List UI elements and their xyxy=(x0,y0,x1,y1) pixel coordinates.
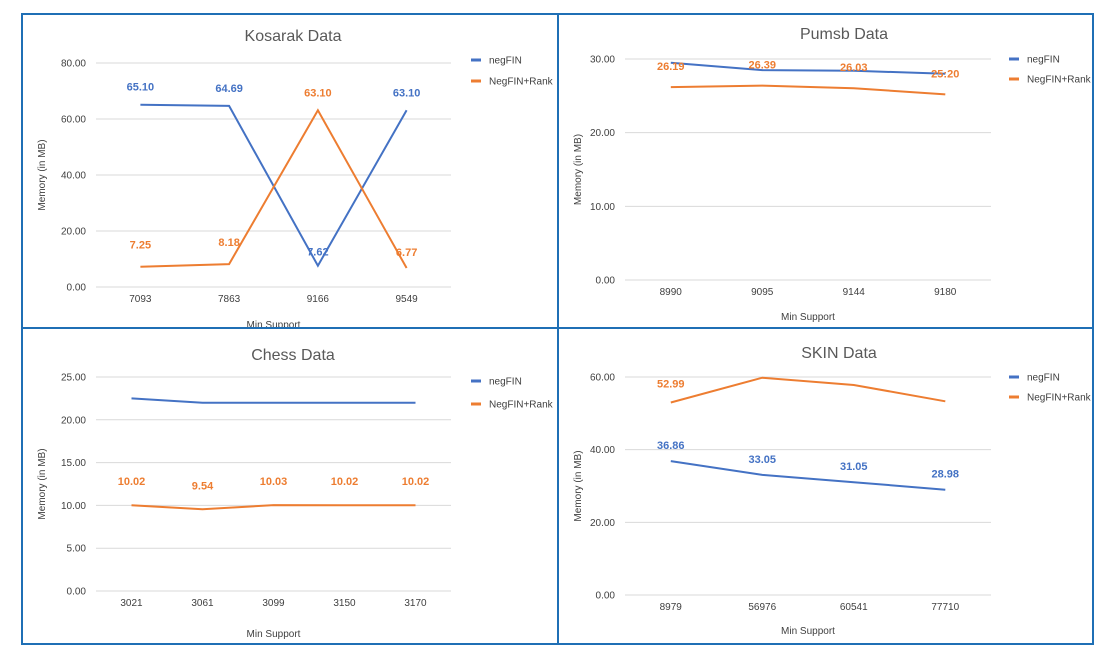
legend-entry: negFIN xyxy=(489,56,522,67)
x-axis-label: Min Support xyxy=(247,629,301,640)
data-label: 28.98 xyxy=(931,469,959,481)
y-tick-label: 20.00 xyxy=(61,227,86,238)
chart-panel-pumsb: Pumsb Data 0.00 10.00 20.00 30.00 8990 9095 914… xyxy=(557,13,1094,329)
legend-entry: NegFIN+Rank xyxy=(1027,393,1092,404)
legend-entry: NegFIN+Rank xyxy=(1027,75,1092,86)
y-axis-label: Memory (in MB) xyxy=(37,139,48,210)
y-tick-label: 60.00 xyxy=(590,373,615,384)
x-tick-label: 3021 xyxy=(120,598,143,609)
series-line-negfin-rank xyxy=(140,108,408,269)
x-axis-label: Min Support xyxy=(781,312,835,323)
chart-panel-kosarak: Kosarak Data 0.00 20.00 40.00 60.00 80.00 7093… xyxy=(21,13,559,329)
legend-entry: negFIN xyxy=(1027,55,1060,66)
y-tick-label: 20.00 xyxy=(590,518,615,529)
x-tick-label: 77710 xyxy=(931,602,959,613)
data-label: 8.18 xyxy=(218,237,239,249)
data-label: 7.25 xyxy=(130,240,151,252)
y-tick-label: 15.00 xyxy=(61,458,86,469)
chart-title: SKIN Data xyxy=(801,345,877,362)
x-tick-label: 9166 xyxy=(307,294,330,305)
data-label: 10.02 xyxy=(118,476,146,488)
x-axis-label: Min Support xyxy=(247,320,301,327)
chart-title: Pumsb Data xyxy=(800,26,888,43)
data-label: 65.10 xyxy=(127,82,155,94)
legend-entry: negFIN xyxy=(489,377,522,388)
x-axis-label: Min Support xyxy=(781,626,835,637)
x-tick-label: 7863 xyxy=(218,294,241,305)
data-label: 25:20 xyxy=(931,68,959,80)
y-tick-label: 40.00 xyxy=(590,445,615,456)
data-label: 9.54 xyxy=(192,480,214,492)
y-axis-label: Memory (in MB) xyxy=(37,448,48,519)
data-label: 33.05 xyxy=(748,454,776,466)
x-tick-label: 9549 xyxy=(396,294,419,305)
x-tick-label: 9144 xyxy=(843,287,866,298)
data-label: 26.03 xyxy=(840,62,868,74)
y-axis-label: Memory (in MB) xyxy=(573,134,584,205)
data-label: 7.62 xyxy=(307,247,328,259)
x-tick-label: 3150 xyxy=(333,598,356,609)
x-tick-label: 60541 xyxy=(840,602,868,613)
x-tick-label: 9095 xyxy=(751,287,774,298)
y-tick-label: 40.00 xyxy=(61,171,86,182)
x-tick-label: 9180 xyxy=(934,287,957,298)
x-tick-label: 3170 xyxy=(404,598,427,609)
y-tick-label: 0.00 xyxy=(67,283,87,294)
y-tick-label: 0.00 xyxy=(596,276,616,287)
series-line-negfin xyxy=(140,103,408,268)
chart-title: Chess Data xyxy=(251,347,335,364)
x-tick-label: 3061 xyxy=(191,598,214,609)
y-tick-label: 0.00 xyxy=(596,591,616,602)
y-tick-label: 20.00 xyxy=(61,415,86,426)
y-axis-label: Memory (in MB) xyxy=(573,450,584,521)
legend-entry: NegFIN+Rank xyxy=(489,77,554,88)
y-tick-label: 20.00 xyxy=(590,128,615,139)
data-label: 52.99 xyxy=(657,378,685,390)
legend-entry: negFIN xyxy=(1027,373,1060,384)
data-label: 63.10 xyxy=(304,87,332,99)
data-label: 36.86 xyxy=(657,440,685,452)
data-label: 64.69 xyxy=(215,83,243,95)
series-line-negfin xyxy=(131,397,416,404)
y-tick-label: 60.00 xyxy=(61,115,86,126)
chart-kosarak: Kosarak Data 0.00 20.00 40.00 60.00 80.00 7093… xyxy=(37,28,554,327)
y-tick-label: 25.00 xyxy=(61,373,86,384)
data-label: 10.02 xyxy=(402,476,430,488)
data-label: 31.05 xyxy=(840,461,868,473)
x-tick-label: 8990 xyxy=(660,287,683,298)
x-tick-label: 3099 xyxy=(262,598,285,609)
series-line-negfin-rank xyxy=(670,84,946,96)
legend-entry: NegFIN+Rank xyxy=(489,400,554,411)
series-line-negfin xyxy=(670,61,946,75)
data-label: 6.77 xyxy=(396,247,417,259)
data-label: 10.02 xyxy=(331,476,359,488)
chart-skin: SKIN Data 0.00 20.00 40.00 60.00 8979 56976 605… xyxy=(573,345,1092,637)
data-label: 10.03 xyxy=(260,476,288,488)
y-tick-label: 0.00 xyxy=(67,587,87,598)
y-tick-label: 80.00 xyxy=(61,59,86,70)
y-tick-label: 10.00 xyxy=(61,501,86,512)
data-label: 63.10 xyxy=(393,87,421,99)
chart-panel-skin: SKIN Data 0.00 20.00 40.00 60.00 8979 56976 605… xyxy=(557,327,1094,645)
chart-panel-chess: Chess Data 0.00 5.00 10.00 15.00 20.00 25.00 30… xyxy=(21,327,559,645)
x-tick-label: 7093 xyxy=(129,294,152,305)
y-tick-label: 30.00 xyxy=(590,55,615,66)
y-tick-label: 10.00 xyxy=(590,202,615,213)
x-tick-label: 8979 xyxy=(660,602,683,613)
y-tick-label: 5.00 xyxy=(67,544,87,555)
series-line-negfin xyxy=(670,460,946,491)
data-label: 26.19 xyxy=(657,61,685,73)
x-tick-label: 56976 xyxy=(748,602,776,613)
chart-chess: Chess Data 0.00 5.00 10.00 15.00 20.00 25.00 30… xyxy=(37,347,554,640)
series-line-negfin-rank xyxy=(670,376,946,404)
data-label: 26.39 xyxy=(748,60,776,72)
chart-title: Kosarak Data xyxy=(245,28,342,45)
series-line-negfin-rank xyxy=(131,504,416,511)
chart-pumsb: Pumsb Data 0.00 10.00 20.00 30.00 8990 9095 914… xyxy=(573,26,1092,323)
